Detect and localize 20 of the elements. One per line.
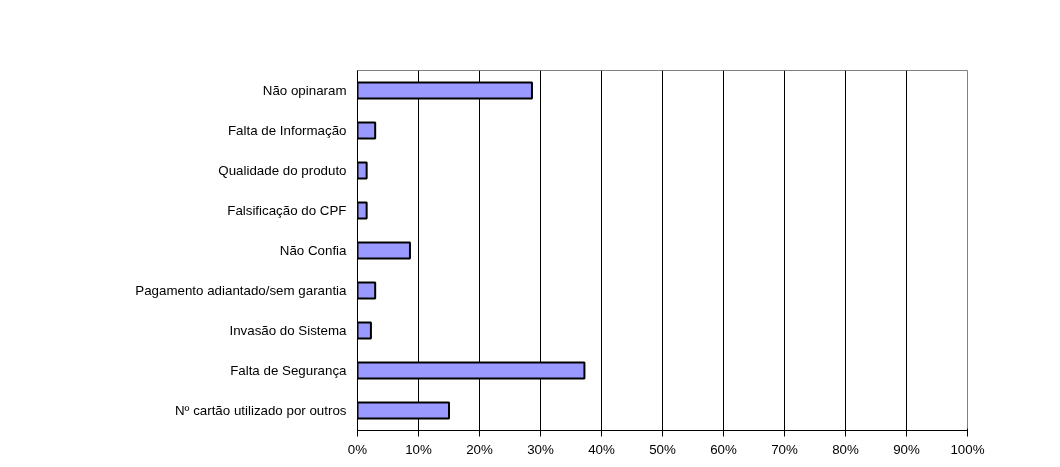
y-tick-label: Pagamento adiantado/sem garantia bbox=[135, 283, 348, 298]
x-tick-label: 10% bbox=[405, 441, 432, 457]
x-tick-label: 70% bbox=[771, 441, 798, 457]
y-tick-label: Falta de Informação bbox=[227, 123, 347, 138]
y-tick-label: Falta de Segurança bbox=[230, 363, 348, 378]
x-tick-label: 80% bbox=[832, 441, 859, 457]
x-tick-label: 0% bbox=[347, 441, 368, 457]
x-tick-label: 30% bbox=[527, 441, 554, 457]
x-tick-label: 90% bbox=[893, 441, 920, 457]
y-tick-label: Não Confia bbox=[279, 243, 348, 258]
x-tick-label: 100% bbox=[950, 441, 985, 457]
x-tick-label: 20% bbox=[466, 441, 493, 457]
y-tick-label: Falsificação do CPF bbox=[227, 203, 347, 218]
x-tick-label: 60% bbox=[710, 441, 737, 457]
y-tick-label: Qualidade do produto bbox=[218, 163, 347, 178]
y-tick-label: Invasão do Sistema bbox=[229, 323, 348, 338]
x-tick-label: 50% bbox=[649, 441, 676, 457]
x-tick-label: 40% bbox=[588, 441, 615, 457]
y-tick-label: Não opinaram bbox=[262, 83, 347, 98]
y-tick-label: Nº cartão utilizado por outros bbox=[174, 403, 347, 418]
